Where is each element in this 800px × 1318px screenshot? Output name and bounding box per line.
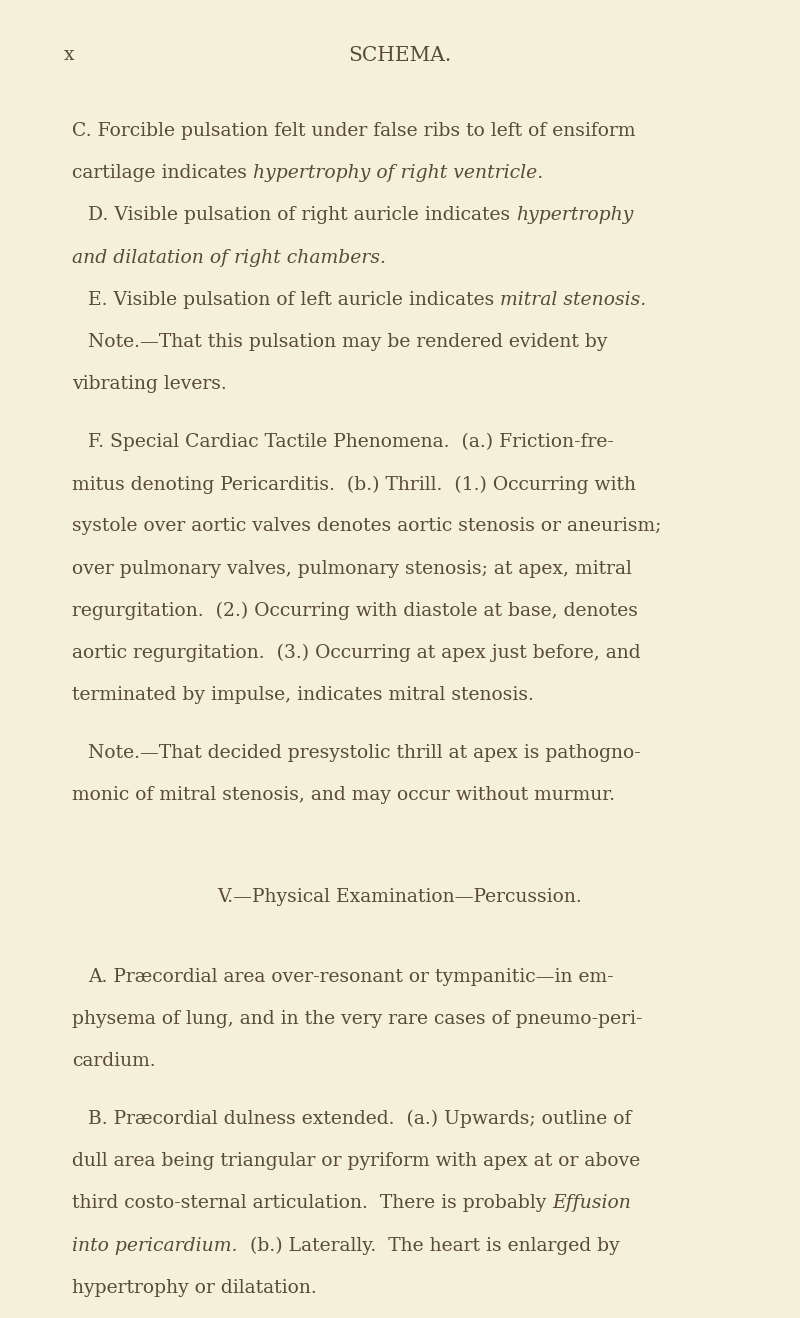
Text: D. Visible pulsation of right auricle indicates: D. Visible pulsation of right auricle in… (88, 207, 516, 224)
Text: hypertrophy of right ventricle.: hypertrophy of right ventricle. (253, 165, 543, 182)
Text: F. Special Cardiac Tactile Phenomena.  (a.) Friction-fre-: F. Special Cardiac Tactile Phenomena. (a… (88, 434, 614, 451)
Text: (b.) Laterally.  The heart is enlarged by: (b.) Laterally. The heart is enlarged by (238, 1236, 619, 1255)
Text: x: x (64, 46, 74, 65)
Text: Note.—That this pulsation may be rendered evident by: Note.—That this pulsation may be rendere… (88, 333, 607, 351)
Text: C. Forcible pulsation felt under false ribs to left of ensiform: C. Forcible pulsation felt under false r… (72, 123, 635, 140)
Text: into pericardium.: into pericardium. (72, 1236, 238, 1255)
Text: mitus denoting Pericarditis.  (b.) Thrill.  (1.) Occurring with: mitus denoting Pericarditis. (b.) Thrill… (72, 476, 636, 493)
Text: cartilage indicates: cartilage indicates (72, 165, 253, 182)
Text: A. Præcordial area over-resonant or tympanitic—in em-: A. Præcordial area over-resonant or tymp… (88, 967, 614, 986)
Text: over pulmonary valves, pulmonary stenosis; at apex, mitral: over pulmonary valves, pulmonary stenosi… (72, 560, 632, 577)
Text: terminated by impulse, indicates mitral stenosis.: terminated by impulse, indicates mitral … (72, 687, 534, 704)
Text: dull area being triangular or pyriform with apex at or above: dull area being triangular or pyriform w… (72, 1152, 640, 1170)
Text: aortic regurgitation.  (3.) Occurring at apex just before, and: aortic regurgitation. (3.) Occurring at … (72, 645, 641, 662)
Text: hypertrophy or dilatation.: hypertrophy or dilatation. (72, 1278, 317, 1297)
Text: cardium.: cardium. (72, 1052, 156, 1070)
Text: Effusion: Effusion (552, 1194, 631, 1213)
Text: vibrating levers.: vibrating levers. (72, 376, 226, 393)
Text: V.—Physical Examination—Percussion.: V.—Physical Examination—Percussion. (218, 887, 582, 905)
Text: mitral stenosis.: mitral stenosis. (500, 291, 646, 308)
Text: monic of mitral stenosis, and may occur without murmur.: monic of mitral stenosis, and may occur … (72, 787, 615, 804)
Text: E. Visible pulsation of left auricle indicates: E. Visible pulsation of left auricle ind… (88, 291, 500, 308)
Text: Note.—That decided presystolic thrill at apex is pathogno-: Note.—That decided presystolic thrill at… (88, 745, 641, 762)
Text: systole over aortic valves denotes aortic stenosis or aneurism;: systole over aortic valves denotes aorti… (72, 518, 662, 535)
Text: hypertrophy: hypertrophy (516, 207, 634, 224)
Text: physema of lung, and in the very rare cases of pneumo-peri-: physema of lung, and in the very rare ca… (72, 1010, 642, 1028)
Text: regurgitation.  (2.) Occurring with diastole at base, denotes: regurgitation. (2.) Occurring with diast… (72, 602, 638, 619)
Text: and dilatation of right chambers.: and dilatation of right chambers. (72, 249, 386, 266)
Text: SCHEMA.: SCHEMA. (348, 46, 452, 65)
Text: third costo-sternal articulation.  There is probably: third costo-sternal articulation. There … (72, 1194, 552, 1213)
Text: B. Præcordial dulness extended.  (a.) Upwards; outline of: B. Præcordial dulness extended. (a.) Upw… (88, 1110, 631, 1128)
